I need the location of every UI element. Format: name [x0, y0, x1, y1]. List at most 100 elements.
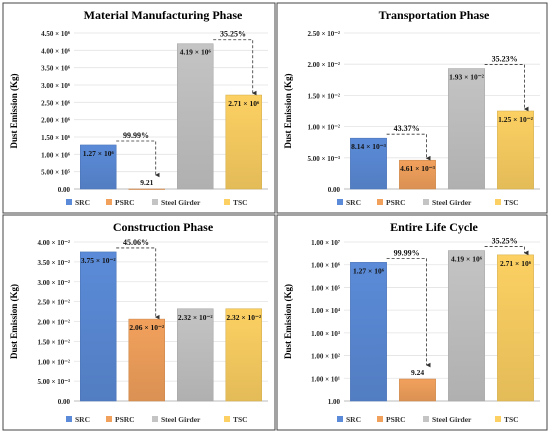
data-label: 4.19 × 10⁶: [451, 255, 483, 264]
y-tick-label: 1.00 × 10⁴: [311, 307, 341, 315]
y-tick-label: 3.00 × 10⁶: [41, 82, 70, 90]
y-tick-label: 4.00 × 10⁶: [41, 47, 70, 55]
y-tick-label: 0.00: [328, 186, 341, 194]
y-tick-label: 1.00 × 10⁷: [311, 239, 340, 247]
legend-swatch: [377, 416, 383, 422]
legend-label: TSC: [504, 198, 519, 207]
change-arrow: [213, 39, 257, 96]
legend-swatch: [106, 416, 112, 422]
percent-annotation: 35.23%: [492, 55, 518, 64]
data-label: 2.32 × 10⁻²: [178, 313, 214, 322]
data-label: 8.14 × 10⁻³: [351, 142, 387, 151]
legend-label: Steel Girder: [161, 415, 201, 424]
y-tick-label: 2.00 × 10⁶: [41, 117, 70, 125]
legend-swatch: [152, 199, 158, 205]
data-label: 3.75 × 10⁻²: [81, 256, 117, 265]
y-tick-label: 1.00 × 10¹: [311, 375, 340, 383]
y-tick-label: 2.00 × 10⁻²: [307, 61, 340, 69]
y-tick-label: 1.00 × 10⁻²: [37, 358, 70, 366]
bar-tsc: [497, 110, 534, 190]
chart-title: Construction Phase: [113, 220, 214, 234]
data-label: 2.71 × 10⁶: [500, 259, 532, 268]
bar-tsc: [225, 94, 262, 190]
y-tick-label: 2.50 × 10⁻²: [307, 30, 340, 38]
change-arrow: [386, 257, 431, 368]
data-label: 4.19 × 10⁶: [180, 48, 212, 57]
bar-src: [80, 251, 117, 402]
y-tick-label: 4.50 × 10⁶: [41, 30, 70, 38]
data-label: 9.24: [411, 368, 424, 377]
percent-annotation: 45.06%: [123, 238, 149, 247]
bar-src: [350, 262, 387, 402]
data-label: 4.61 × 10⁻³: [400, 164, 436, 173]
y-tick-label: 1.00 × 10⁻²: [307, 124, 340, 132]
y-tick-label: 2.50 × 10⁶: [41, 99, 70, 107]
legend-swatch: [66, 416, 72, 422]
percent-annotation: 43.37%: [394, 124, 420, 133]
bar-psrc: [128, 318, 165, 402]
legend-swatch: [423, 199, 429, 205]
percent-annotation: 35.25%: [220, 30, 246, 39]
y-tick-label: 0.00: [58, 186, 71, 194]
y-tick-label: 2.50 × 10⁻²: [37, 299, 70, 307]
y-tick-label: 0.00: [58, 398, 71, 406]
bar-tsc: [225, 308, 262, 402]
legend-swatch: [66, 199, 72, 205]
chart-title: Entire Life Cycle: [390, 220, 478, 234]
legend-label: TSC: [233, 198, 248, 207]
y-tick-label: 1.50 × 10⁻²: [37, 338, 70, 346]
legend-label: Steel Girder: [432, 415, 472, 424]
legend-swatch: [224, 199, 230, 205]
y-axis-label: Dust Emission (Kg): [283, 284, 293, 359]
data-label: 2.32 × 10⁻²: [226, 313, 262, 322]
legend-label: Steel Girder: [432, 198, 472, 207]
legend-label: SRC: [346, 198, 361, 207]
chart-panel-1: Material Manufacturing Phase Dust Emissio…: [2, 2, 276, 214]
legend-label: PSRC: [115, 198, 135, 207]
bar-steel-girder: [448, 250, 485, 402]
bar-psrc: [399, 159, 436, 190]
legend-label: TSC: [504, 415, 519, 424]
data-label: 1.93 × 10⁻²: [449, 73, 485, 82]
percent-annotation: 35.25%: [492, 237, 518, 246]
y-tick-label: 3.00 × 10⁻²: [37, 279, 70, 287]
percent-annotation: 99.99%: [123, 131, 149, 140]
legend-label: PSRC: [115, 415, 135, 424]
legend-swatch: [495, 199, 501, 205]
bar-steel-girder: [448, 68, 485, 190]
y-axis-label: Dust Emission (Kg): [283, 73, 293, 148]
y-tick-label: 1.00: [328, 398, 341, 406]
legend-label: PSRC: [386, 415, 406, 424]
legend-swatch: [224, 416, 230, 422]
change-arrow: [386, 133, 431, 161]
legend-swatch: [495, 416, 501, 422]
legend-label: SRC: [75, 415, 90, 424]
legend-label: SRC: [75, 198, 90, 207]
bar-src: [350, 137, 387, 190]
chart-panel-2: Transportation Phase Dust Emission (Kg) 0.…: [276, 2, 548, 214]
bar-src: [80, 144, 117, 190]
data-label: 1.27 × 10⁶: [353, 266, 385, 275]
data-label: 9.21: [140, 178, 153, 187]
y-tick-label: 2.00 × 10⁻²: [37, 319, 70, 327]
legend-label: SRC: [346, 415, 361, 424]
bar-steel-girder: [177, 308, 214, 402]
chart-panel-4: Entire Life Cycle Dust Emission (Kg) 1.00 1…: [276, 214, 548, 431]
y-tick-label: 1.50 × 10⁻²: [307, 92, 340, 100]
change-arrow: [116, 140, 160, 178]
data-label: 1.25 × 10⁻²: [498, 115, 534, 124]
bar-steel-girder: [177, 43, 214, 190]
legend-swatch: [423, 416, 429, 422]
y-axis-label: Dust Emission (Kg): [9, 284, 19, 359]
legend-label: PSRC: [386, 198, 406, 207]
chart-title: Transportation Phase: [379, 8, 490, 22]
change-arrow: [116, 247, 160, 320]
percent-annotation: 99.99%: [394, 248, 420, 257]
y-tick-label: 5.00 × 10⁻³: [307, 155, 340, 163]
legend-swatch: [337, 416, 343, 422]
data-label: 1.27 × 10⁶: [83, 149, 115, 158]
y-tick-label: 3.50 × 10⁶: [41, 65, 70, 73]
legend-swatch: [152, 416, 158, 422]
data-label: 2.06 × 10⁻²: [129, 323, 165, 332]
